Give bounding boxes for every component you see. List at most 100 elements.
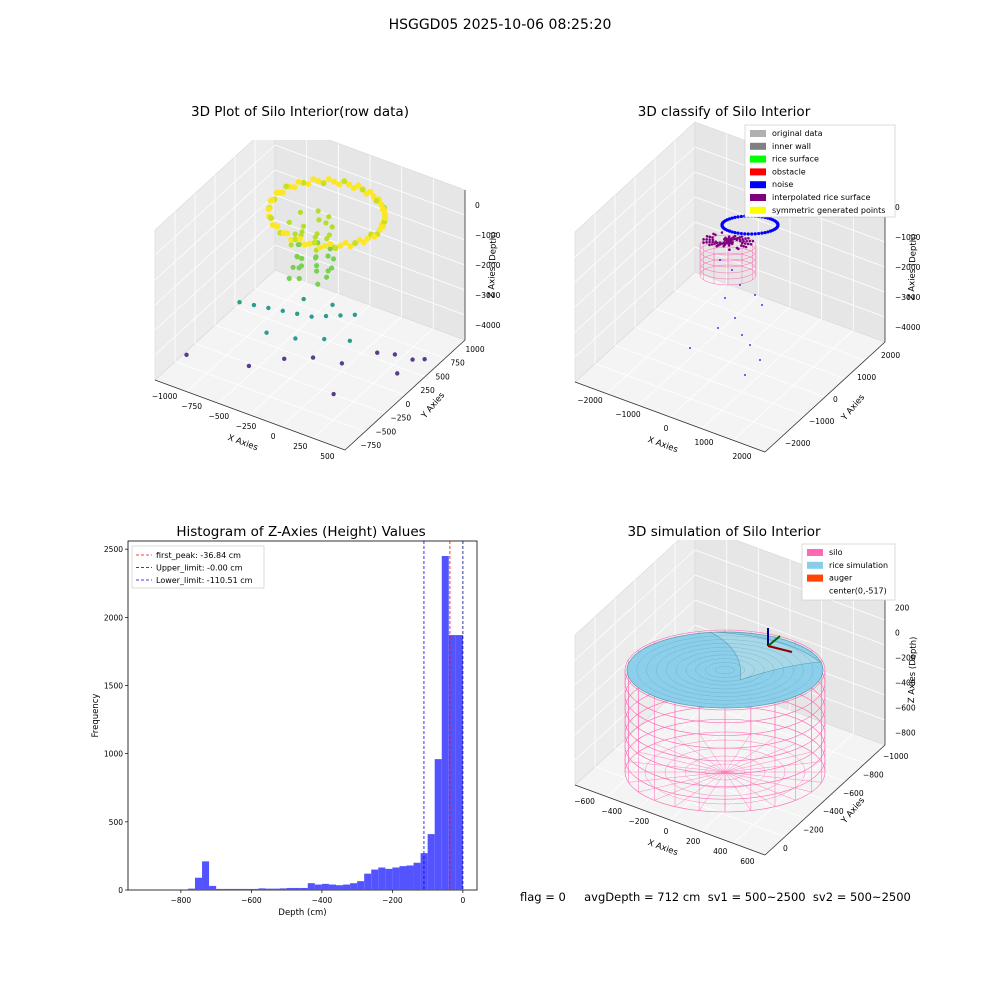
silo-floor-line (628, 761, 726, 773)
legend-box (131, 545, 265, 589)
y-tick-label: 1500 (104, 682, 123, 691)
data-point (332, 245, 339, 252)
y-tick-label: 0 (406, 400, 411, 409)
x-tick-label: −2000 (577, 396, 603, 405)
interpolated-point (711, 236, 714, 239)
hist-bar (413, 862, 421, 890)
data-point (322, 336, 327, 342)
data-point (290, 264, 296, 270)
hist-bar (385, 868, 393, 890)
data-point (316, 217, 322, 223)
y-axis-label: Y Axies (839, 392, 867, 423)
interpolated-point (749, 242, 753, 246)
legend-swatch (807, 549, 823, 556)
data-point (246, 363, 252, 369)
interpolated-point (744, 245, 748, 249)
silo-floor-line (654, 771, 726, 801)
x-tick-label: 500 (320, 452, 335, 461)
histogram-depth: −800 −600 −400 −200 0 0 500 1000 1500 2000 2500 Dep… (91, 540, 478, 918)
interpolated-point (742, 244, 745, 248)
data-point (306, 240, 313, 247)
z-tick-label: 0 (895, 203, 900, 212)
scatter-3d-classified: −2000 −1000 0 1000 2000 −2000 −1000 0 1000 2000 0 −… (574, 121, 921, 461)
rice-mesh-ring (636, 635, 814, 705)
x-tick-label: −600 (241, 896, 262, 905)
axis-line (764, 744, 886, 856)
silo-floor-line (638, 771, 726, 793)
data-point (286, 275, 292, 281)
interpolated-point (710, 243, 714, 246)
data-point (379, 206, 386, 213)
noise-point (733, 215, 737, 220)
data-point (309, 314, 314, 319)
y-tick-label: 0 (833, 395, 838, 404)
legend-swatch (807, 561, 823, 569)
y-tick-label: 1000 (104, 750, 123, 759)
data-point (301, 241, 308, 248)
x-tick-label: −750 (181, 402, 202, 411)
data-point (371, 233, 378, 240)
noise-point (743, 232, 747, 236)
interpolated-point (745, 239, 748, 243)
interpolated-point (744, 237, 747, 241)
hist-bar (237, 888, 245, 890)
x-axis-label: X Axies (646, 838, 679, 858)
z-axis-label: Z Axies (Depth) (907, 636, 919, 703)
x-axis-label: Depth (cm) (278, 908, 326, 918)
z-tick-label: −1000 (475, 231, 501, 240)
x-tick-label: 0 (664, 827, 669, 836)
data-point (300, 179, 307, 186)
interpolated-point (740, 244, 743, 247)
z-tick-label: −2000 (895, 263, 921, 272)
y-tick-label: 750 (451, 359, 466, 368)
y-axis-label: Frequency (91, 694, 101, 738)
data-point (294, 253, 300, 259)
data-point (326, 232, 333, 238)
z-axis-label: Z Axies (Depth) (487, 231, 499, 298)
x-tick-label: 200 (686, 837, 701, 846)
y-tick-label: −800 (863, 771, 884, 780)
legend-label: Upper_limit: -0.00 cm (156, 564, 243, 573)
data-point (310, 176, 317, 183)
noise-point (763, 230, 767, 235)
y-tick-label: 250 (421, 386, 436, 395)
data-point (395, 371, 400, 376)
data-point (380, 223, 387, 230)
auger-axis-x (767, 645, 793, 653)
x-tick-label: −200 (629, 817, 650, 826)
data-point (382, 214, 389, 221)
data-point (280, 308, 285, 314)
plot3-title: Histogram of Z-Axies (Height) Values (176, 524, 426, 540)
hist-bar (343, 884, 351, 890)
legend-label: center(0,-517) (829, 586, 887, 595)
hist-bar (258, 888, 266, 890)
silo-floor-line (674, 737, 726, 773)
noise-point (736, 215, 740, 219)
data-point (305, 181, 312, 188)
axis-line (154, 379, 346, 451)
hist-bar (293, 887, 301, 890)
data-point (346, 181, 353, 188)
data-point (315, 208, 321, 214)
noise-point (776, 222, 780, 226)
grid-line (674, 289, 866, 361)
status-line: flag = 0 avgDepth = 712 cm sv1 = 500~250… (520, 890, 911, 904)
data-point (410, 357, 415, 362)
data-point (347, 338, 353, 344)
data-point (364, 235, 371, 242)
data-point (327, 240, 334, 247)
plot1-title: 3D Plot of Silo Interior(row data) (191, 104, 409, 120)
interpolated-point (702, 241, 705, 244)
legend-label: interpolated rice surface (772, 193, 870, 202)
interpolated-point (741, 241, 744, 245)
noise-point (734, 317, 736, 319)
y-tick-label: 1000 (466, 345, 485, 354)
z-axis-label: Z Axies (Depth) (907, 233, 919, 300)
legend-swatch (750, 142, 766, 150)
noise-point (760, 231, 764, 235)
data-point (339, 361, 345, 366)
interpolated-point (705, 238, 708, 241)
data-point (330, 302, 335, 308)
auger-axis-y (767, 635, 781, 647)
data-point (296, 275, 302, 282)
